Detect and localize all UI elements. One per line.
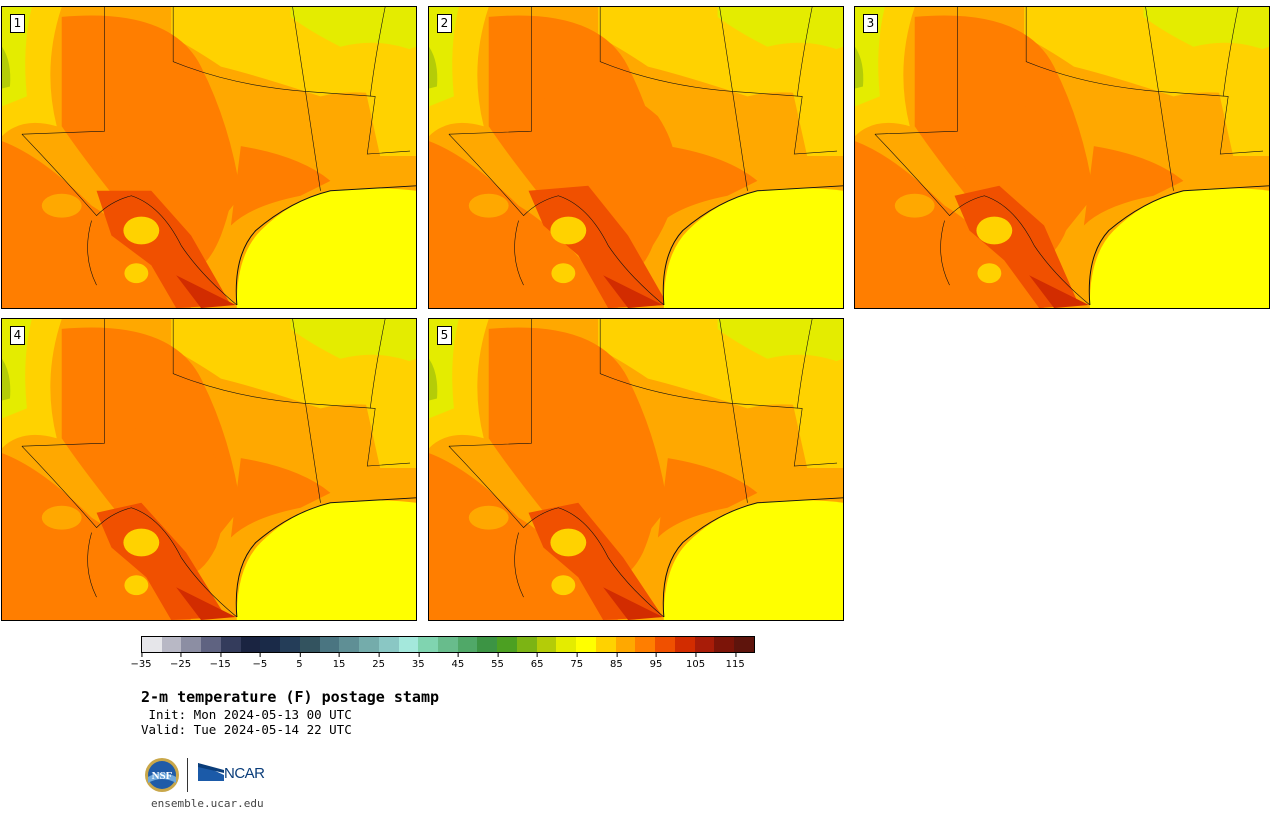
colorbar-segment (299, 637, 320, 652)
temperature-map (429, 7, 843, 308)
map-panel-3: 3 (854, 6, 1270, 309)
panel-number-label: 1 (10, 14, 25, 33)
colorbar-tick-label: 5 (296, 653, 303, 670)
colorbar-tick-label: 15 (333, 653, 345, 670)
colorbar-tick-label: 85 (610, 653, 623, 670)
ncar-logo-text: NCAR (224, 765, 265, 782)
nsf-logo-icon: NSF (145, 758, 179, 792)
temperature-map (429, 319, 843, 620)
panel-number-label: 3 (863, 14, 878, 33)
colorbar-tick-label: −25 (170, 653, 191, 670)
colorbar-segment (398, 637, 419, 652)
colorbar-tick-label: 25 (372, 653, 385, 670)
colorbar-tick-label: −35 (130, 653, 152, 670)
colorbar-segment (319, 637, 340, 652)
colorbar-tick-label: 45 (452, 653, 464, 670)
valid-time: Valid: Tue 2024-05-14 22 UTC (141, 722, 352, 737)
colorbar-segment (260, 637, 281, 652)
colorbar-tick-label: 65 (531, 653, 543, 670)
colorbar-segment (201, 637, 221, 652)
colorbar-tick-label: 35 (412, 653, 425, 670)
colorbar-tick-label: 95 (650, 653, 662, 670)
colorbar-tick-label: 115 (726, 653, 745, 670)
temperature-map (2, 7, 416, 308)
map-panel-4: 4 (1, 318, 417, 621)
colorbar-segment (576, 637, 596, 652)
temperature-map (2, 319, 416, 620)
temperature-map (855, 7, 1269, 308)
panel-number-label: 5 (437, 326, 452, 345)
colorbar-tick-label: 75 (570, 653, 583, 670)
ncar-logo-icon (198, 763, 224, 781)
colorbar-tick-label: 55 (491, 653, 504, 670)
colorbar-segment (457, 637, 478, 652)
panel-number-label: 2 (437, 14, 452, 33)
colorbar-segment (240, 637, 261, 652)
colorbar-segment (595, 637, 616, 652)
colorbar-segment (714, 637, 735, 652)
map-panel-5: 5 (428, 318, 844, 621)
colorbar-segment (220, 637, 241, 652)
colorbar-tick-label: −5 (252, 653, 267, 670)
site-url: ensemble.ucar.edu (151, 797, 264, 810)
colorbar-segment (280, 637, 300, 652)
colorbar-ticks: −35 −25 −15 −5 5 15 25 35 45 55 65 75 85 95 105 115 (130, 653, 755, 673)
colorbar-segment (142, 637, 162, 652)
map-panel-2: 2 (428, 6, 844, 309)
figure-title: 2-m temperature (F) postage stamp (141, 688, 440, 706)
colorbar-segment (556, 637, 577, 652)
panel-number-label: 4 (10, 326, 25, 345)
init-time: Init: Mon 2024-05-13 00 UTC (141, 707, 352, 722)
colorbar-segment (339, 637, 360, 652)
colorbar-tick-label: 105 (686, 653, 705, 670)
map-panel-1: 1 (1, 6, 417, 309)
colorbar-segment (418, 637, 439, 652)
logo-divider (187, 758, 188, 792)
colorbar-segment (438, 637, 458, 652)
temperature-colorbar (141, 636, 755, 653)
colorbar-segment (378, 637, 399, 652)
colorbar-segment (516, 637, 537, 652)
colorbar-segment (359, 637, 379, 652)
nsf-logo-text: NSF (152, 770, 173, 782)
colorbar-segment (655, 637, 675, 652)
colorbar-segment (477, 637, 498, 652)
colorbar-segment (161, 637, 182, 652)
colorbar-segment (734, 637, 754, 652)
logo-area: NSF NCAR (144, 757, 284, 793)
colorbar-segment (635, 637, 656, 652)
colorbar-segment (536, 637, 557, 652)
colorbar-segment (674, 637, 695, 652)
colorbar-segment (615, 637, 636, 652)
colorbar-segment (497, 637, 517, 652)
colorbar-segment (694, 637, 715, 652)
colorbar-tick-label: −15 (210, 653, 231, 670)
colorbar-segment (181, 637, 202, 652)
